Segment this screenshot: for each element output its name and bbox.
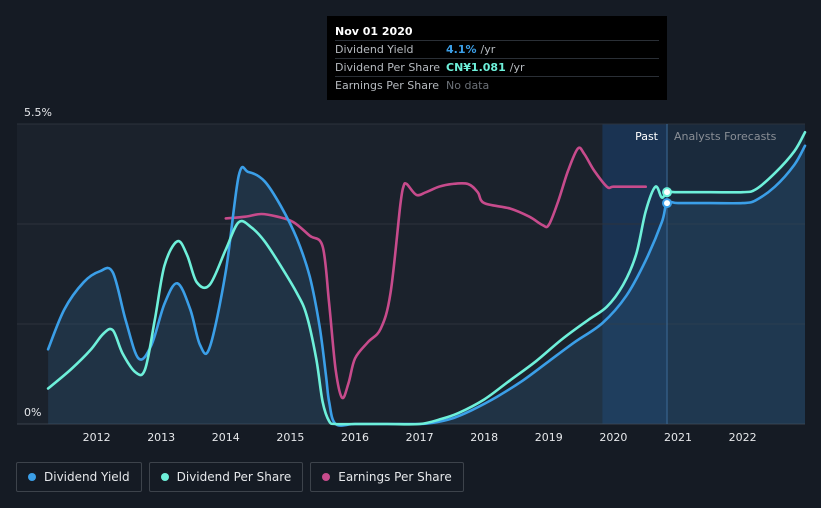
earnings-per-share-line	[224, 146, 647, 400]
past-label: Past	[635, 130, 659, 143]
tooltip-row-label: Earnings Per Share	[335, 79, 440, 92]
legend-dot-icon	[322, 473, 331, 481]
x-tick-label: 2013	[147, 431, 175, 444]
tooltip-row-label: Dividend Yield	[335, 43, 414, 56]
x-tick-label: 2014	[212, 431, 240, 444]
legend-dot-icon	[160, 473, 169, 481]
x-tick-label: 2017	[406, 431, 434, 444]
tooltip-row-dividend-yield: Dividend Yield 4.1% /yr	[335, 40, 659, 58]
analysts-forecasts-label: Analysts Forecasts	[674, 130, 777, 143]
tooltip-row-unit: /yr	[480, 43, 496, 56]
legend-label: Dividend Per Share	[176, 470, 292, 484]
hover-markers	[662, 187, 673, 209]
series-lines	[46, 130, 807, 427]
dividend-per-share-marker	[662, 187, 673, 198]
legend-dot-icon	[28, 473, 36, 481]
x-tick-label: 2015	[276, 431, 304, 444]
legend-item-earnings-per-share[interactable]: Earnings Per Share	[310, 462, 464, 492]
tooltip-row-label: Dividend Per Share	[335, 61, 441, 74]
x-tick-label: 2016	[341, 431, 369, 444]
legend-label: Dividend Yield	[44, 470, 130, 484]
legend: Dividend Yield Dividend Per Share Earnin…	[16, 462, 464, 492]
tooltip-row-unit: /yr	[509, 61, 525, 74]
tooltip-row-value: No data	[446, 79, 490, 92]
y-axis-top-label: 5.5%	[24, 106, 52, 119]
yield-area	[48, 145, 806, 426]
x-tick-label: 2022	[729, 431, 757, 444]
y-axis-bottom-label: 0%	[24, 406, 41, 419]
forecast-region	[667, 124, 805, 424]
tooltip-row-dividend-per-share: Dividend Per Share CN¥1.081 /yr	[335, 58, 659, 76]
dividend-per-share-line	[46, 130, 807, 426]
x-axis-ticks: 2012 2013 2014 2015 2016 2017 2018 2019 2020 2021…	[83, 431, 757, 444]
tooltip: Nov 01 2020 Dividend Yield 4.1% /yr Divi…	[327, 16, 667, 100]
x-tick-label: 2018	[470, 431, 498, 444]
x-tick-label: 2020	[599, 431, 627, 444]
x-tick-label: 2021	[664, 431, 692, 444]
legend-item-dividend-yield[interactable]: Dividend Yield	[16, 462, 142, 492]
tooltip-row-value: 4.1%	[446, 43, 477, 56]
tooltip-date: Nov 01 2020	[335, 25, 413, 38]
dividend-yield-marker	[662, 198, 673, 209]
past-highlight-region	[602, 124, 668, 424]
dividend-yield-line	[46, 144, 807, 427]
dividend-yield-area	[48, 145, 806, 426]
legend-item-dividend-per-share[interactable]: Dividend Per Share	[148, 462, 304, 492]
tooltip-row-value: CN¥1.081	[446, 61, 506, 74]
legend-label: Earnings Per Share	[338, 470, 452, 484]
x-tick-label: 2019	[535, 431, 563, 444]
tooltip-row-earnings-per-share: Earnings Per Share No data	[335, 76, 659, 94]
x-tick-label: 2012	[83, 431, 111, 444]
